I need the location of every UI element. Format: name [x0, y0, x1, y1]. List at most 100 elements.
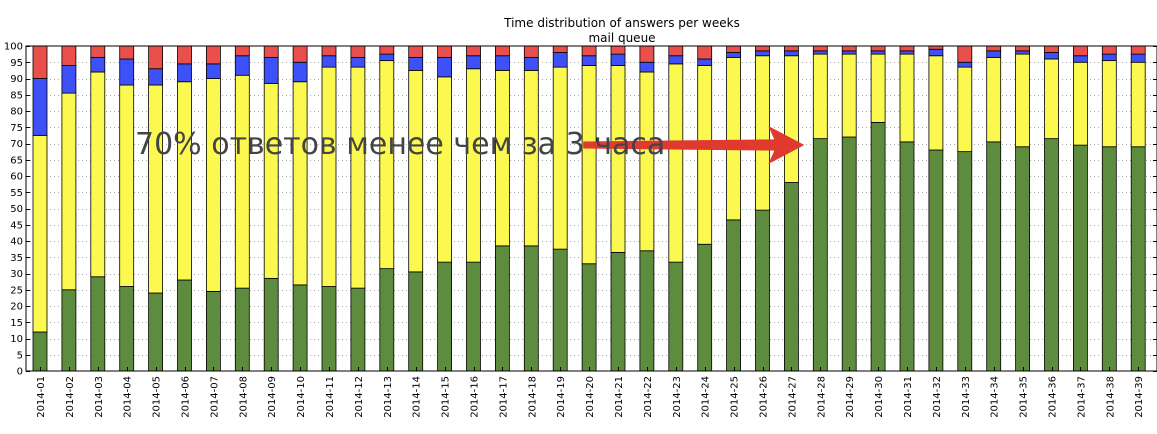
- bar-segment-yellow: [726, 56, 741, 221]
- bar-segment-blue: [148, 68, 164, 86]
- bar-segment-red: [466, 45, 481, 57]
- bar-segment-blue: [263, 56, 279, 84]
- bar-segment-yellow: [1101, 60, 1117, 148]
- bar-segment-red: [899, 45, 915, 52]
- bar-segment-red: [494, 45, 510, 57]
- bar-segment-red: [119, 45, 135, 60]
- bar-segment-blue: [90, 56, 106, 73]
- bar-segment-yellow: [177, 81, 192, 281]
- bar-segment-blue: [841, 50, 857, 55]
- bar-segment-red: [408, 45, 424, 58]
- bar-segment-yellow: [148, 84, 164, 294]
- bar-segment-blue: [61, 65, 77, 94]
- bar-segment-yellow: [292, 81, 308, 286]
- x-tick-label: 2014-11: [325, 376, 336, 418]
- annotation: 70% ответов менее чем за 3 часа: [135, 126, 805, 164]
- y-tick-label: 80: [10, 107, 23, 118]
- bar-segment-green: [610, 251, 626, 372]
- bar-segment-green: [205, 290, 221, 372]
- annotation-arrow: [583, 126, 805, 164]
- x-tick-label: 2014-27: [787, 376, 798, 418]
- bar-segment-yellow: [1073, 61, 1088, 146]
- y-tick-label: 75: [10, 123, 23, 134]
- bar-segment-green: [639, 250, 655, 372]
- bar-segment-yellow: [899, 53, 915, 143]
- x-tick-label: 2014-19: [556, 376, 567, 418]
- bar-segment-yellow: [986, 56, 1002, 143]
- bar-segment-blue: [292, 61, 308, 83]
- bar-segment-yellow: [466, 68, 481, 263]
- x-tick-label: 2014-17: [498, 376, 509, 418]
- bar-segment-green: [899, 141, 915, 372]
- x-tick-label: 2014-13: [383, 376, 394, 418]
- bar-segment-blue: [928, 48, 944, 57]
- bar-segment-green: [581, 263, 597, 372]
- bar-segment-blue: [957, 61, 973, 68]
- bar-segment-green: [234, 287, 250, 372]
- x-tick-label: 2014-09: [267, 376, 278, 418]
- y-tick-label: 95: [10, 58, 23, 69]
- y-tick-label: 0: [17, 367, 23, 378]
- bar-segment-green: [668, 261, 684, 372]
- bar-segment-red: [1044, 45, 1059, 53]
- x-tick-label: 2014-39: [1134, 376, 1145, 418]
- bar-segment-red: [61, 45, 77, 66]
- bar-segment-blue: [697, 58, 713, 66]
- bar-segment-red: [552, 45, 568, 53]
- bar-segment-green: [726, 219, 741, 372]
- bar-segment-blue: [523, 56, 539, 71]
- chart-subtitle: mail queue: [588, 31, 655, 45]
- bar-segment-blue: [1101, 53, 1117, 62]
- bar-segment-red: [1101, 45, 1117, 55]
- bar-segment-red: [437, 45, 453, 58]
- bar-segment-yellow: [697, 65, 713, 245]
- bar-segment-red: [321, 45, 337, 57]
- bar-segment-blue: [466, 55, 481, 70]
- x-tick-label: 2014-15: [441, 376, 452, 418]
- bar-segment-blue: [1044, 52, 1059, 60]
- bar-segment-green: [755, 209, 770, 372]
- x-tick-label: 2014-01: [36, 376, 47, 418]
- bar-segment-yellow: [1015, 53, 1030, 148]
- x-tick-label: 2014-23: [672, 376, 683, 418]
- bar-segment-yellow: [841, 53, 857, 138]
- bar-segment-green: [292, 284, 308, 372]
- bar-segment-yellow: [350, 66, 366, 289]
- bar-segment-yellow: [581, 65, 597, 265]
- y-tick-label: 20: [10, 302, 23, 313]
- bar-segment-yellow: [61, 92, 77, 291]
- bar-segment-yellow: [957, 66, 973, 153]
- bar-segment-yellow: [755, 55, 770, 211]
- x-tick-label: 2014-30: [874, 376, 885, 418]
- bar-segment-green: [784, 182, 799, 372]
- bar-segment-red: [292, 45, 308, 63]
- bar-segment-blue: [234, 55, 250, 76]
- bar-segment-red: [350, 45, 366, 58]
- y-tick-label: 10: [10, 334, 23, 345]
- bar-segment-yellow: [928, 55, 944, 151]
- bar-segment-red: [957, 45, 973, 63]
- y-tick-label: 60: [10, 172, 23, 183]
- bar-segment-red: [668, 45, 684, 57]
- y-tick-label: 65: [10, 155, 23, 166]
- bar-segment-red: [697, 45, 713, 60]
- bar-segment-yellow: [408, 69, 424, 273]
- bar-segment-blue: [205, 63, 221, 79]
- y-tick-label: 35: [10, 253, 23, 264]
- x-tick-label: 2014-14: [412, 376, 423, 418]
- bar-segment-blue: [986, 50, 1002, 58]
- bar-segment-red: [581, 45, 597, 57]
- y-tick-label: 100: [4, 42, 23, 53]
- bar-segment-blue: [755, 50, 770, 57]
- x-tick-label: 2014-37: [1076, 376, 1087, 418]
- bar-segment-green: [61, 289, 77, 372]
- bar-segment-blue: [32, 78, 48, 136]
- x-tick-label: 2014-33: [961, 376, 972, 418]
- bar-segment-green: [928, 149, 944, 372]
- bar-segment-red: [263, 45, 279, 58]
- y-tick-label: 90: [10, 74, 23, 85]
- bar-segment-blue: [177, 63, 192, 83]
- x-tick-label: 2014-16: [470, 376, 481, 418]
- x-tick-label: 2014-32: [932, 376, 943, 418]
- x-tick-label: 2014-05: [152, 376, 163, 418]
